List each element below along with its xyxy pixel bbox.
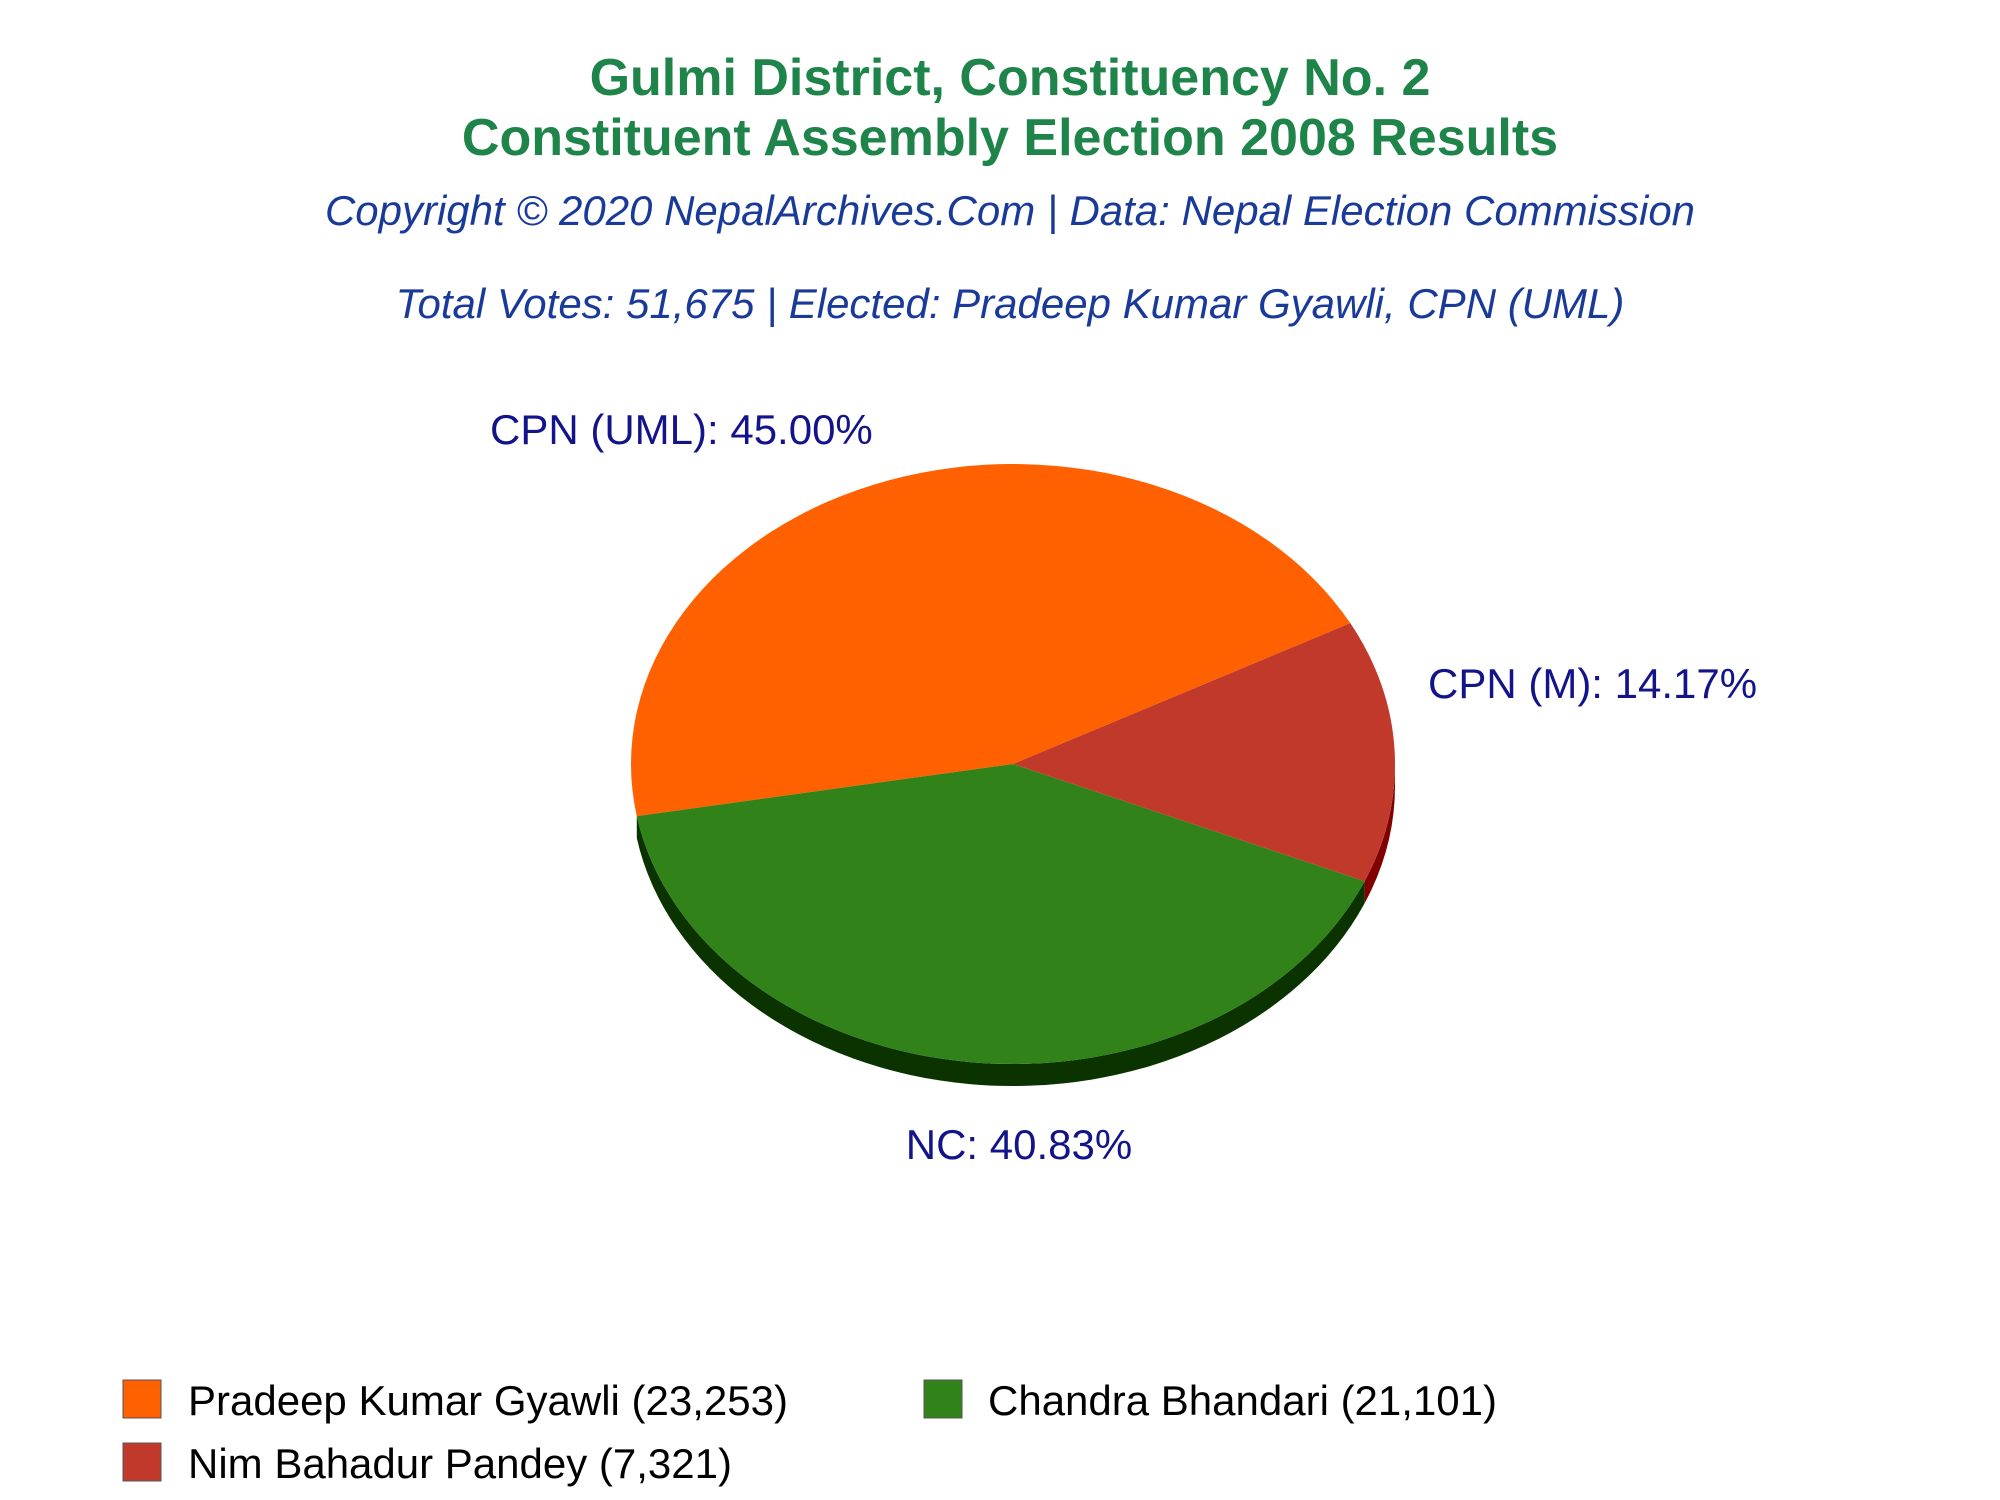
slice-label-uml: CPN (UML): 45.00% — [490, 406, 873, 453]
slice-label-nc: NC: 40.83% — [906, 1121, 1132, 1168]
summary-text: Total Votes: 51,675 | Elected: Pradeep K… — [396, 280, 1625, 328]
legend-swatch-uml — [122, 1379, 162, 1419]
legend-label-nc: Chandra Bhandari (21,101) — [988, 1377, 1497, 1424]
pie-depth-m — [1364, 764, 1395, 904]
legend-swatch-m — [122, 1442, 162, 1482]
legend-label-m: Nim Bahadur Pandey (7,321) — [188, 1440, 732, 1487]
slice-label-m: CPN (M): 14.17% — [1428, 660, 1757, 707]
copyright-text: Copyright © 2020 NepalArchives.Com | Dat… — [325, 187, 1695, 235]
legend-swatch-nc — [923, 1379, 963, 1419]
pie-top — [630, 463, 1396, 1065]
chart-title-line2: Constituent Assembly Election 2008 Resul… — [462, 109, 1558, 167]
legend-label-uml: Pradeep Kumar Gyawli (23,253) — [188, 1377, 788, 1424]
pie-slice-nc — [636, 764, 1365, 1065]
legend: Pradeep Kumar Gyawli (23,253) Chandra Bha… — [122, 1377, 1497, 1487]
pie-slice-uml — [630, 463, 1351, 817]
pie-labels: CPN (UML): 45.00% NC: 40.83% CPN (M): 14.1… — [490, 406, 1757, 1168]
pie-slice-m — [1013, 623, 1396, 882]
chart-title-line1: Gulmi District, Constituency No. 2 — [590, 49, 1431, 107]
pie-depth — [636, 764, 1395, 1087]
